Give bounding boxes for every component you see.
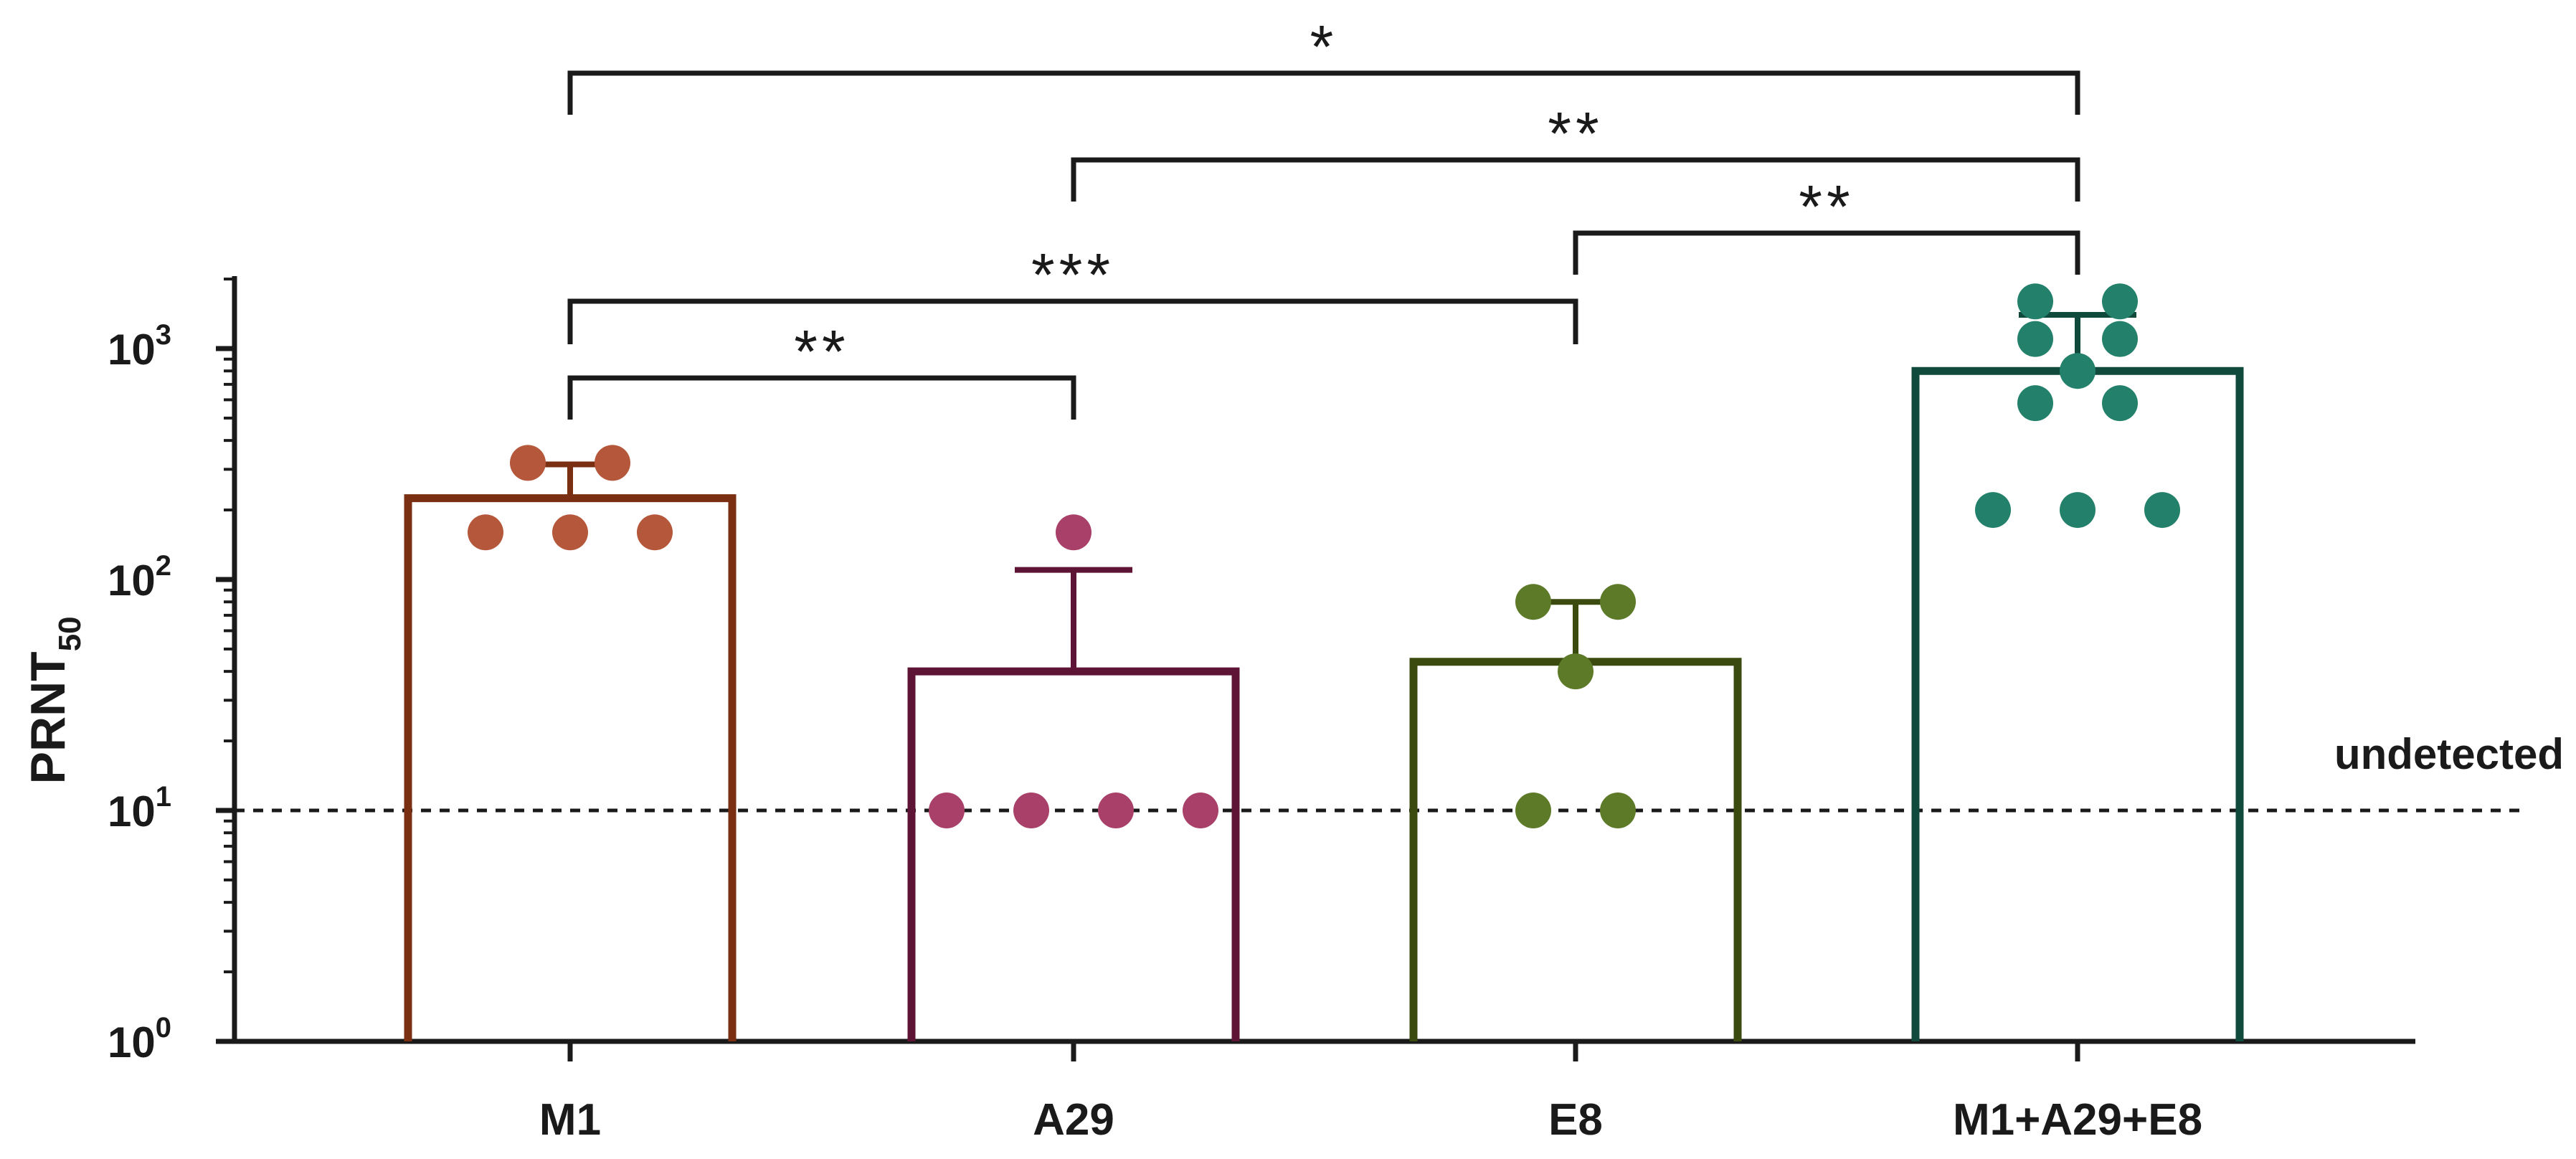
x-tick-label: A29 xyxy=(1033,1095,1114,1145)
data-point xyxy=(1975,492,2011,529)
bar-group xyxy=(1911,283,2244,1041)
reference-line-label: undetected xyxy=(2334,730,2564,778)
data-point xyxy=(2144,492,2180,529)
bar xyxy=(404,494,737,1041)
x-tick-label: M1+A29+E8 xyxy=(1953,1095,2202,1145)
data-point xyxy=(1183,793,1218,828)
significance-bracket: * xyxy=(567,13,2080,115)
significance-bracket-line xyxy=(567,375,1076,420)
significance-bracket: ** xyxy=(1071,100,2080,202)
significance-bracket: *** xyxy=(567,241,1578,344)
data-point xyxy=(468,514,503,551)
data-point xyxy=(1515,793,1551,828)
x-tick-label: E8 xyxy=(1548,1095,1603,1145)
data-point xyxy=(2060,492,2096,529)
bar xyxy=(907,667,1240,1041)
y-axis-title: PRNT50 xyxy=(21,616,87,784)
data-point xyxy=(2102,321,2138,357)
data-point xyxy=(2102,283,2138,320)
significance-label: ** xyxy=(1799,173,1854,240)
data-point xyxy=(595,445,630,481)
data-point xyxy=(510,445,546,481)
data-point xyxy=(1600,584,1636,620)
bar-group xyxy=(907,514,1240,1041)
y-tick-label: 101 xyxy=(108,781,171,836)
bars-group xyxy=(404,283,2244,1041)
data-point xyxy=(2017,321,2053,357)
data-point xyxy=(637,514,673,551)
axes: 100 101 102 103 PRNT50 M1 A29 E8 M1+A29+E8 xyxy=(21,276,2415,1145)
data-point xyxy=(2102,385,2138,422)
data-point xyxy=(1098,793,1134,828)
y-tick-label: 103 xyxy=(108,319,171,374)
data-point xyxy=(929,793,965,828)
data-point xyxy=(2017,385,2053,422)
data-point xyxy=(552,514,588,551)
significance-bracket-line xyxy=(567,298,1578,344)
significance-bracket: ** xyxy=(567,318,1076,420)
data-point xyxy=(1013,793,1049,828)
bar-group xyxy=(1409,584,1742,1041)
bar xyxy=(1409,658,1742,1041)
y-tick-label: 100 xyxy=(108,1012,171,1066)
data-point xyxy=(1600,793,1636,828)
reference-line-group: undetected xyxy=(235,730,2564,813)
x-tick-label: M1 xyxy=(539,1095,601,1145)
data-point xyxy=(2017,283,2053,320)
significance-bracket-line xyxy=(567,70,2080,115)
data-point xyxy=(1515,584,1551,620)
significance-label: ** xyxy=(794,318,849,385)
y-tick-label: 102 xyxy=(108,550,171,605)
bar xyxy=(1911,366,2244,1041)
significance-label: ** xyxy=(1548,100,1603,167)
significance-bracket-line xyxy=(1071,157,2080,202)
data-point xyxy=(1056,514,1092,551)
bar-group xyxy=(404,445,737,1041)
data-point xyxy=(1558,653,1594,690)
significance-bracket: ** xyxy=(1573,173,2080,275)
significance-group: ********** xyxy=(567,13,2080,420)
significance-label: *** xyxy=(1031,241,1114,308)
significance-bracket-line xyxy=(1573,230,2080,275)
significance-label: * xyxy=(1310,13,1338,80)
data-point xyxy=(2060,353,2096,389)
